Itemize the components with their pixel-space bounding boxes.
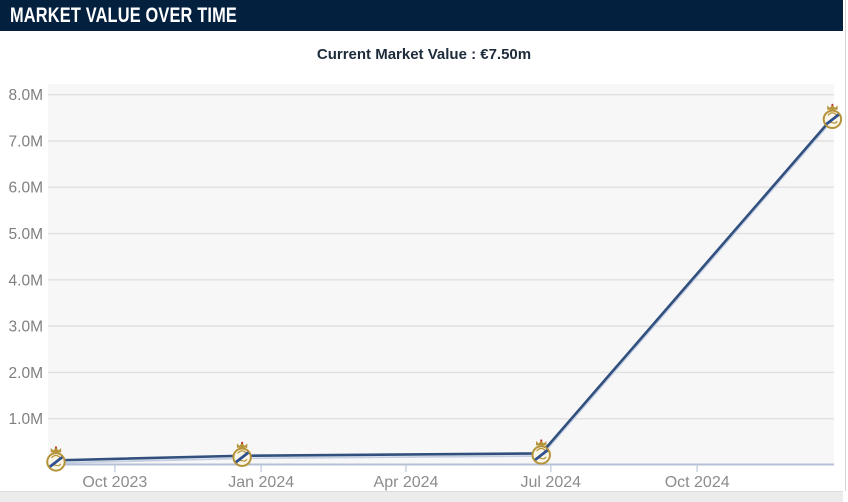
x-tick-label: Jan 2024 [228,474,294,491]
market-value-line-shadow [55,119,834,464]
x-tick-label: Oct 2023 [82,474,147,491]
section-header: MARKET VALUE OVER TIME [0,0,843,31]
y-tick-label: 4.0M [9,272,43,289]
y-tick-label: 3.0M [9,319,43,336]
real-madrid-crest-icon[interactable] [46,446,66,472]
real-madrid-crest-icon[interactable] [531,439,551,465]
x-tick-label: Jul 2024 [521,474,582,491]
y-tick-label: 1.0M [9,411,43,428]
section-title: MARKET VALUE OVER TIME [10,4,238,27]
y-tick-label: 5.0M [9,226,43,243]
y-tick-label: 8.0M [9,87,43,104]
plot-area [48,84,834,465]
current-market-value-text: Current Market Value : €7.50m [316,46,532,63]
y-tick-label: 7.0M [9,133,43,150]
real-madrid-crest-icon[interactable] [232,441,252,467]
panel-right-border [845,0,846,491]
next-section-strip [0,491,843,502]
y-tick-label: 2.0M [9,365,43,382]
y-tick-label: 6.0M [9,180,43,197]
x-tick-label: Oct 2024 [665,474,730,491]
x-tick-label: Apr 2024 [374,474,439,491]
market-value-line [55,116,834,462]
real-madrid-crest-icon[interactable] [822,103,843,129]
